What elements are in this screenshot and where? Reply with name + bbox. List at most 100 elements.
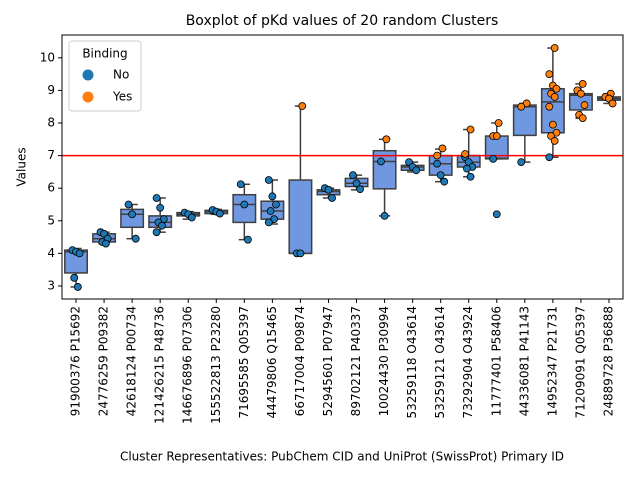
point <box>545 70 554 79</box>
y-tick-label: 4 <box>47 246 55 260</box>
point <box>552 84 561 93</box>
point <box>298 102 307 110</box>
point <box>187 213 196 222</box>
x-tick-label: 24889728 P36888 <box>601 306 615 416</box>
x-axis-label: Cluster Representatives: PubChem CID and… <box>120 450 564 464</box>
x-tick-label: 53259121 O43614 <box>433 306 447 419</box>
point <box>128 210 137 219</box>
x-tick-label: 11777401 P58406 <box>489 306 503 416</box>
y-tick-label: 10 <box>40 50 55 64</box>
point <box>156 203 165 212</box>
point <box>440 177 449 186</box>
point <box>75 249 84 258</box>
point <box>152 194 161 202</box>
point <box>548 120 557 129</box>
point <box>215 209 224 218</box>
point <box>101 239 110 248</box>
box <box>372 149 397 190</box>
y-tick-label: 5 <box>47 213 55 227</box>
point <box>466 125 475 134</box>
point <box>489 154 498 163</box>
x-tick-label: 89702121 P40337 <box>349 306 363 416</box>
point <box>492 132 501 140</box>
point <box>264 218 273 227</box>
point <box>438 144 447 153</box>
box <box>512 104 537 137</box>
point <box>550 93 559 101</box>
x-tick-label: 66717004 P09874 <box>293 306 307 416</box>
legend-marker <box>82 69 94 81</box>
point <box>268 192 277 201</box>
point <box>131 234 140 243</box>
x-tick-label: 44336081 P41143 <box>517 306 531 416</box>
x-tick-label: 10024430 P30994 <box>377 306 391 416</box>
point <box>580 101 589 109</box>
x-tick-label: 91900376 P15692 <box>69 306 83 416</box>
chart-title: Boxplot of pKd values of 20 random Clust… <box>186 13 499 29</box>
x-tick-label: 71209091 Q05397 <box>573 306 587 419</box>
point <box>412 166 421 175</box>
point <box>70 273 79 282</box>
point <box>324 185 333 194</box>
point <box>608 99 617 108</box>
x-tick-label: 44479806 Q15465 <box>265 306 279 419</box>
x-tick-label: 24776259 P09382 <box>97 306 111 416</box>
point <box>328 194 336 202</box>
x-tick-label: 42618124 P00734 <box>125 306 139 416</box>
legend-label: No <box>113 68 129 82</box>
point <box>550 44 559 52</box>
point <box>550 137 559 145</box>
y-tick-label: 7 <box>47 148 55 162</box>
x-tick-label: 155522813 P23280 <box>209 306 223 424</box>
y-tick-label: 3 <box>47 278 55 292</box>
point <box>377 157 385 166</box>
point <box>352 179 361 188</box>
point <box>240 200 249 209</box>
point <box>272 200 280 209</box>
point <box>578 79 587 88</box>
point <box>356 185 365 194</box>
legend-marker <box>82 91 94 103</box>
point <box>264 176 273 184</box>
x-tick-label: 73292904 O43924 <box>461 306 475 419</box>
x-tick-label: 146676896 P07306 <box>181 306 195 424</box>
x-tick-label: 71695585 Q05397 <box>237 306 251 419</box>
legend-label: Yes <box>112 90 132 104</box>
y-tick-label: 9 <box>47 83 55 97</box>
point <box>492 210 501 219</box>
point <box>158 221 166 230</box>
plot-frame <box>61 34 624 300</box>
point <box>466 172 475 181</box>
point <box>380 211 389 220</box>
point <box>461 150 470 158</box>
point <box>433 159 441 168</box>
point <box>433 151 441 160</box>
point <box>517 102 526 111</box>
x-tick-label: 52945601 P07947 <box>321 306 335 416</box>
y-tick-label: 8 <box>47 116 55 130</box>
y-tick-label: 6 <box>47 181 55 195</box>
point <box>578 114 587 123</box>
point <box>244 235 252 244</box>
point <box>382 135 391 144</box>
box <box>232 193 257 224</box>
point <box>494 119 503 127</box>
point <box>266 207 275 215</box>
x-tick-label: 121426215 P48736 <box>153 306 167 424</box>
point <box>152 228 161 237</box>
x-tick-label: 14952347 P21731 <box>545 306 559 416</box>
point <box>545 102 554 111</box>
box <box>288 179 313 255</box>
legend-title: Binding <box>82 47 127 61</box>
point <box>124 200 133 209</box>
point <box>73 283 82 291</box>
point <box>436 171 445 180</box>
y-axis-label: Values <box>15 147 29 186</box>
point <box>296 249 305 258</box>
point <box>463 164 471 173</box>
point <box>236 180 245 189</box>
point <box>545 153 554 162</box>
point <box>517 158 526 167</box>
point <box>577 89 585 98</box>
